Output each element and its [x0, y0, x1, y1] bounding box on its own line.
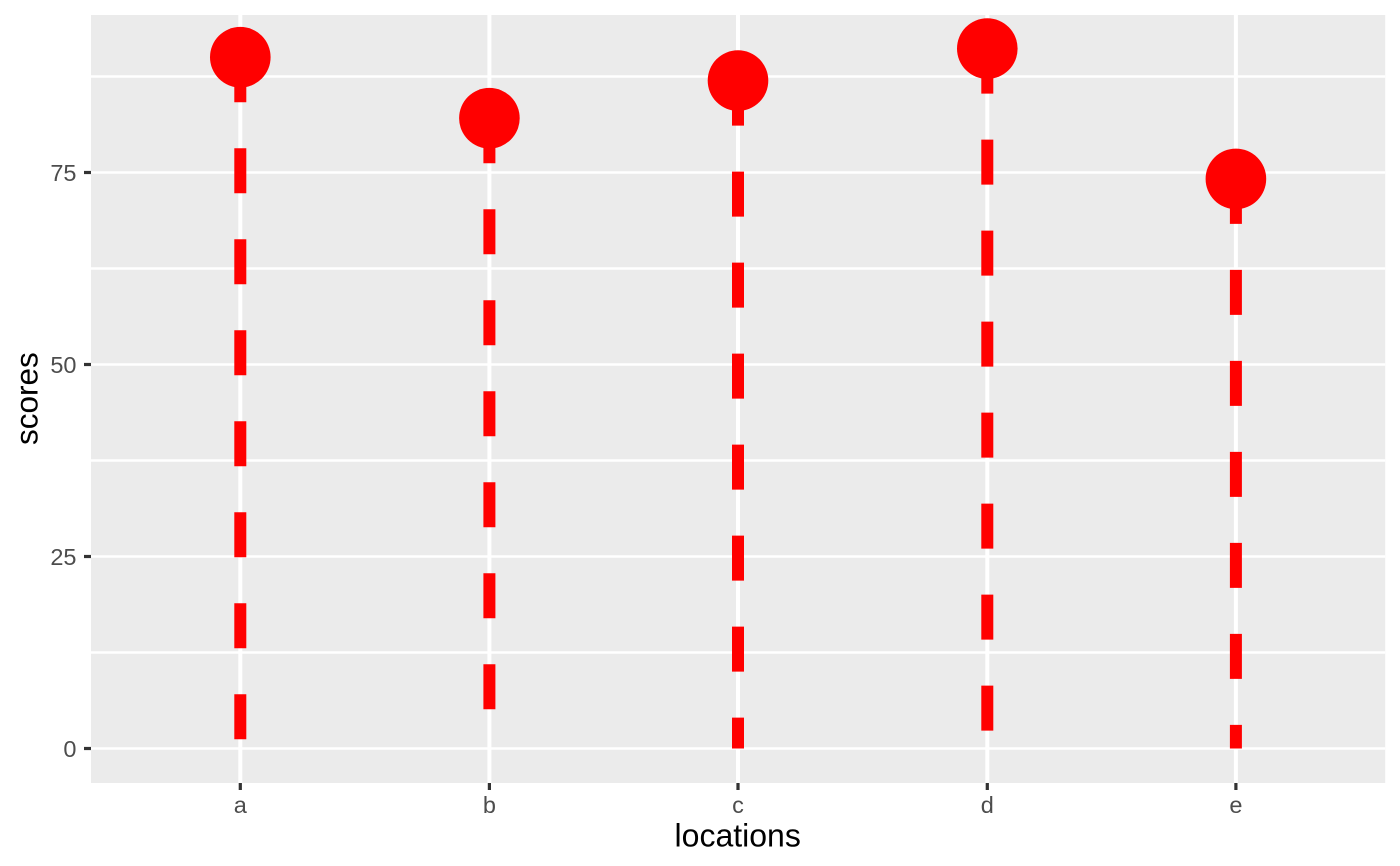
svg-text:d: d: [981, 792, 994, 818]
svg-text:0: 0: [63, 736, 76, 762]
svg-text:75: 75: [50, 160, 76, 186]
svg-text:e: e: [1229, 792, 1242, 818]
svg-text:a: a: [234, 792, 248, 818]
svg-text:locations: locations: [675, 818, 801, 854]
svg-text:scores: scores: [8, 352, 44, 445]
svg-text:b: b: [483, 792, 496, 818]
svg-text:50: 50: [50, 352, 76, 378]
svg-text:c: c: [732, 792, 744, 818]
svg-text:25: 25: [50, 544, 76, 570]
